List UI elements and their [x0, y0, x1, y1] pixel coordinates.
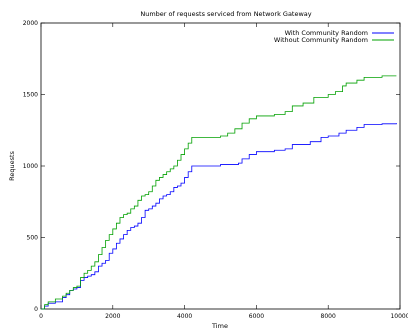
- y-axis-label: Requests: [8, 150, 16, 180]
- y-axis: 0 500 1000 1500 2000: [23, 20, 400, 313]
- x-tick-label: 0: [39, 313, 43, 320]
- legend-label: With Community Random: [285, 29, 368, 37]
- y-tick-label: 2000: [23, 20, 38, 27]
- x-tick-label: 10000: [390, 313, 408, 320]
- series-layer: [41, 75, 397, 310]
- y-tick-label: 1500: [23, 92, 38, 99]
- y-tick-label: 0: [34, 306, 38, 313]
- x-tick-label: 6000: [249, 313, 264, 320]
- x-tick-label: 4000: [177, 313, 192, 320]
- series-line-2: [41, 75, 397, 310]
- x-tick-label: 8000: [321, 313, 336, 320]
- x-axis: 0 2000 4000 6000 8000 10000: [39, 23, 408, 320]
- y-tick-label: 1000: [23, 163, 38, 170]
- series-line-1: [41, 123, 397, 310]
- x-tick-label: 2000: [105, 313, 120, 320]
- x-axis-label: Time: [211, 322, 228, 330]
- y-tick-label: 500: [27, 235, 39, 242]
- legend-label: Without Community Random: [274, 36, 368, 44]
- chart-title: Number of requests serviced from Network…: [140, 10, 311, 18]
